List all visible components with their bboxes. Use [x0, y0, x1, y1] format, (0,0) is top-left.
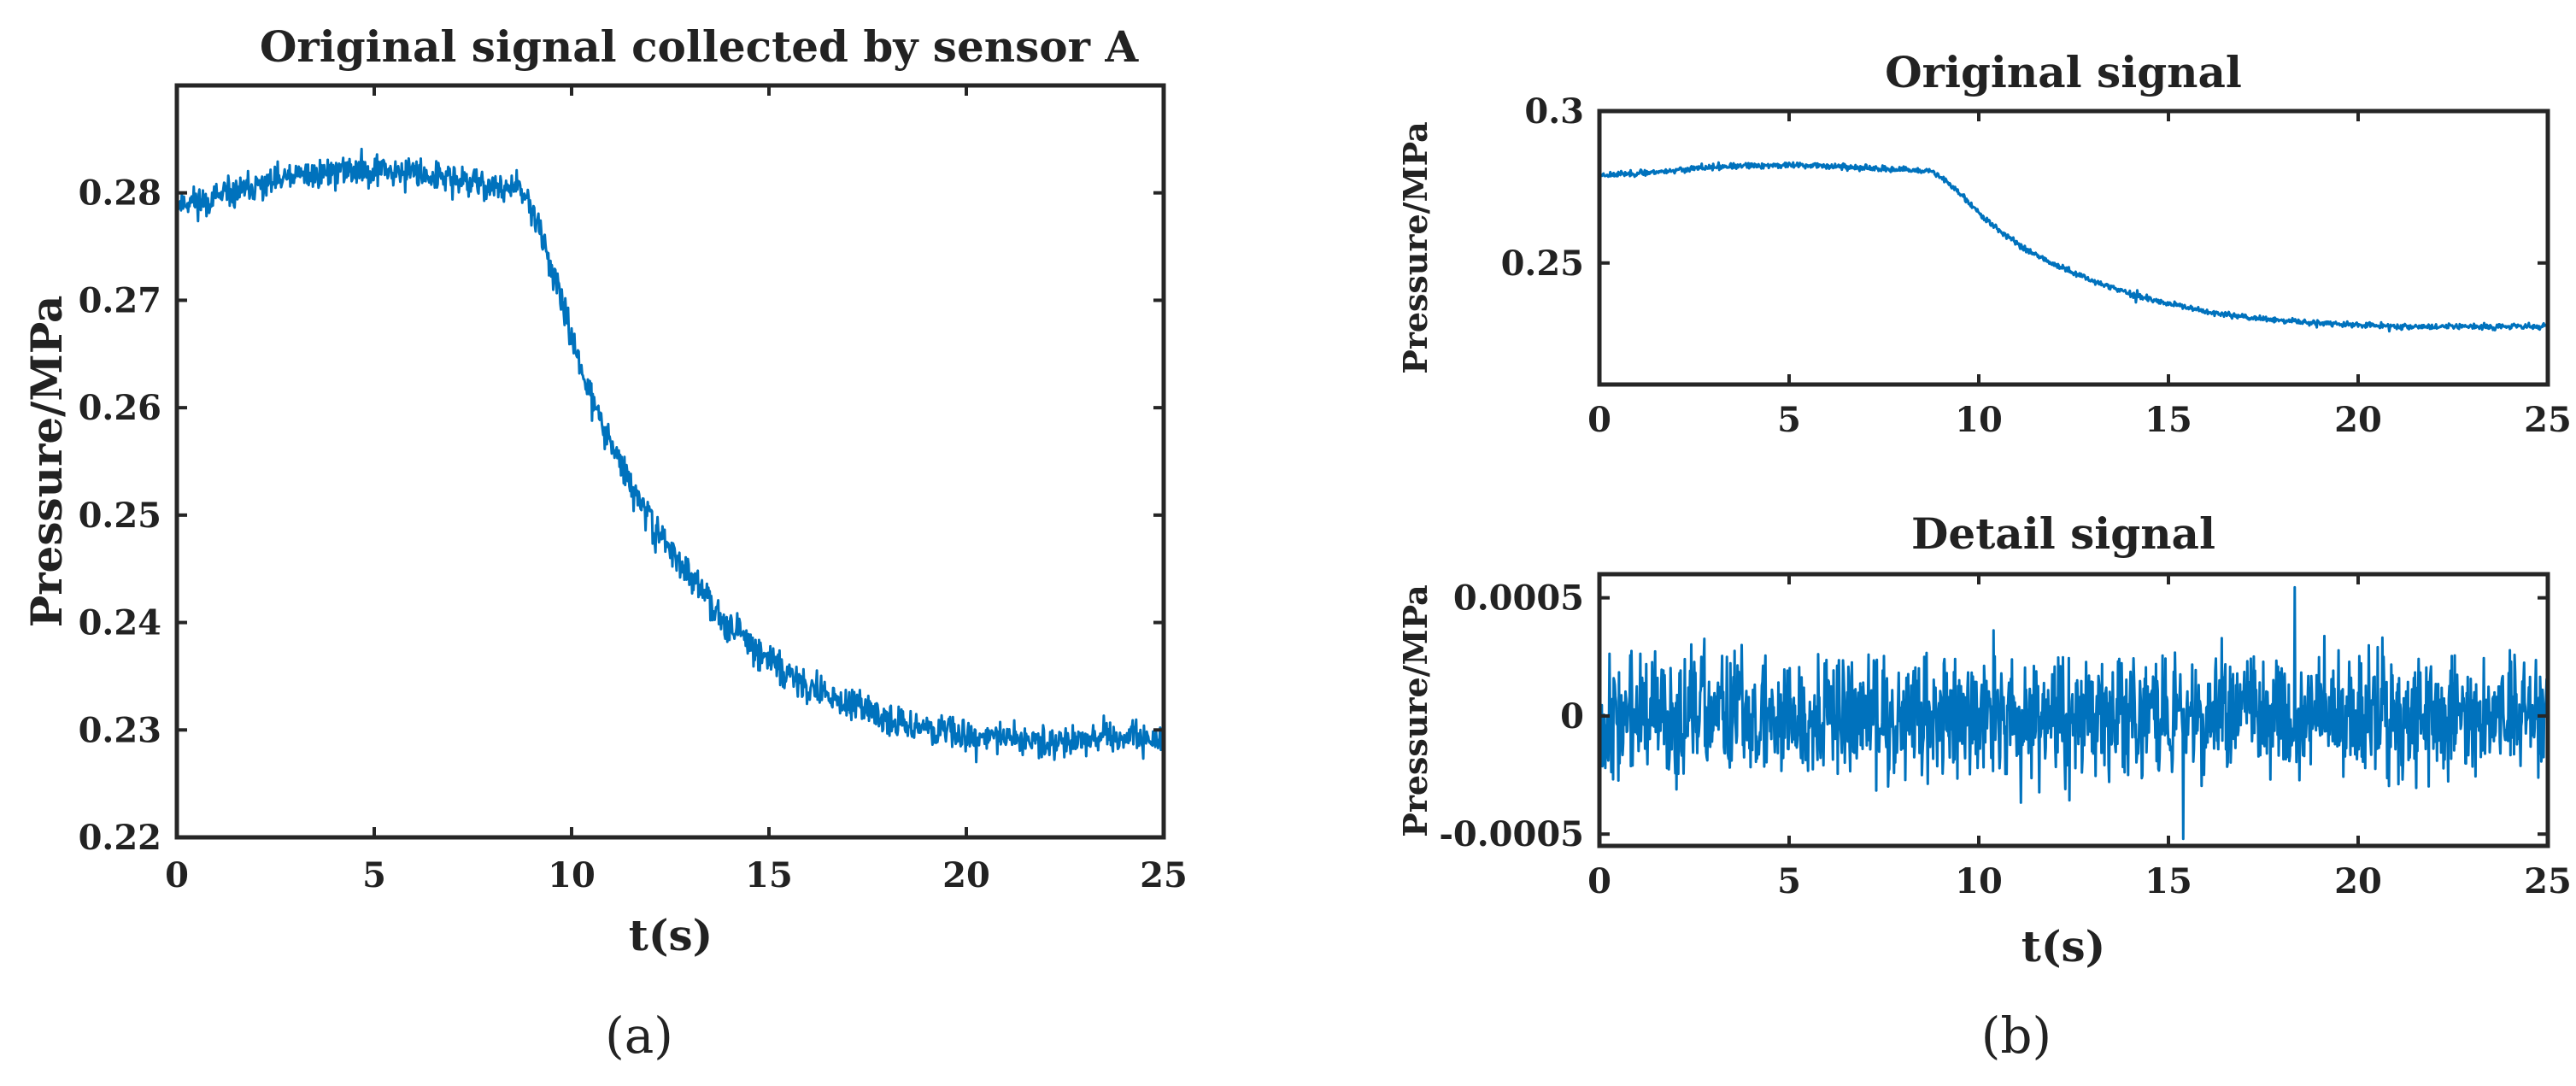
chart-a-x-label: t(s) [629, 910, 713, 960]
chart-b-top-axes-box [1597, 109, 2550, 387]
y-tick-label: 0.3 [1524, 91, 1584, 132]
x-tick-label: 25 [1140, 855, 1188, 895]
y-tick-label: 0.22 [79, 818, 161, 858]
series-line [175, 147, 1165, 764]
chart-b-bottom-x-axis: 0 5 10 15 20 25 [1587, 574, 2572, 901]
chart-b-top-y-label: Pressure/MPa [1396, 121, 1435, 374]
chart-b-top-x-axis: 0 5 10 15 20 25 [1587, 111, 2572, 440]
x-tick-label: 20 [942, 855, 990, 895]
chart-b-bottom-title: Detail signal [1911, 508, 2215, 559]
y-tick-label: 0.28 [79, 173, 161, 214]
x-tick-label: 20 [2334, 400, 2382, 440]
chart-b-top: Original signal 0 5 10 15 20 25 0.25 0.3 Press… [1396, 47, 2572, 440]
chart-b-bottom-x-label: t(s) [2021, 921, 2106, 972]
x-tick-label: 25 [2524, 400, 2572, 440]
chart-b-top-series [1598, 161, 2550, 333]
series-line [1598, 161, 2550, 333]
x-tick-label: 0 [1587, 861, 1611, 901]
chart-a-axes-box [174, 83, 1166, 840]
x-tick-label: 15 [745, 855, 793, 895]
chart-a-y-label: Pressure/MPa [21, 296, 72, 628]
y-tick-label: 0 [1560, 696, 1584, 737]
x-tick-label: 25 [2524, 861, 2572, 901]
x-tick-label: 0 [165, 855, 189, 895]
chart-b-bottom-y-label: Pressure/MPa [1396, 584, 1435, 837]
chart-a: Original signal collected by sensor A 0 5… [21, 21, 1188, 1065]
chart-a-series [175, 147, 1165, 764]
y-tick-label: 0.23 [79, 710, 161, 750]
chart-b-bottom: Detail signal 0 5 10 15 20 25 -0.000500.0005 … [1396, 508, 2572, 1065]
y-tick-label: 0.25 [79, 496, 161, 536]
panel-label-a: (a) [605, 1007, 673, 1065]
y-tick-label: 0.27 [79, 280, 161, 320]
y-tick-label: 0.0005 [1453, 578, 1584, 619]
x-tick-label: 5 [1777, 400, 1801, 440]
series-line [1598, 585, 2550, 841]
chart-a-title: Original signal collected by sensor A [260, 21, 1140, 72]
chart-a-x-axis: 0 5 10 15 20 25 [165, 85, 1188, 895]
x-tick-label: 5 [1777, 861, 1801, 901]
x-tick-label: 15 [2145, 861, 2192, 901]
x-tick-label: 15 [2145, 400, 2192, 440]
y-tick-label: 0.25 [1501, 244, 1584, 284]
x-tick-label: 20 [2334, 861, 2382, 901]
y-tick-label: 0.26 [79, 388, 161, 428]
x-tick-label: 10 [548, 855, 596, 895]
x-tick-label: 10 [1955, 861, 2003, 901]
y-tick-label: -0.0005 [1439, 814, 1584, 854]
panel-label-b: (b) [1981, 1007, 2051, 1065]
chart-b-top-title: Original signal [1885, 47, 2242, 97]
chart-b-bottom-axes-box [1597, 572, 2550, 848]
x-tick-label: 5 [362, 855, 386, 895]
chart-a-y-axis: 0.22 0.23 0.24 0.25 0.26 0.27 0.28 [79, 173, 1164, 858]
chart-b-top-y-axis: 0.25 0.3 [1501, 91, 2548, 284]
chart-b-bottom-y-axis: -0.0005 0 0.0005 [1439, 578, 2548, 854]
chart-b-bottom-series [1598, 585, 2550, 841]
x-tick-label: 0 [1587, 400, 1611, 440]
x-tick-label: 10 [1955, 400, 2003, 440]
y-tick-label: 0.24 [79, 603, 161, 643]
